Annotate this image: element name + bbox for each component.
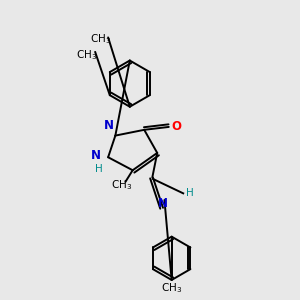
Text: CH$_3$: CH$_3$ xyxy=(90,32,112,46)
Text: H: H xyxy=(95,164,103,175)
Text: CH$_3$: CH$_3$ xyxy=(110,178,132,192)
Text: H: H xyxy=(186,188,194,198)
Text: CH$_3$: CH$_3$ xyxy=(161,281,182,295)
Text: N: N xyxy=(91,149,101,162)
Text: O: O xyxy=(172,120,182,134)
Text: N: N xyxy=(158,197,168,210)
Text: N: N xyxy=(104,119,114,132)
Text: CH$_3$: CH$_3$ xyxy=(76,48,97,62)
